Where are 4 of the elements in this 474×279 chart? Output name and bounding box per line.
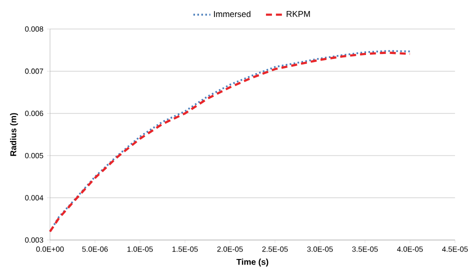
y-axis-title: Radius (m)	[10, 113, 18, 156]
legend-label: Immersed	[214, 10, 250, 18]
x-axis-title: Time (s)	[236, 258, 268, 267]
legend-label: RKPM	[286, 11, 310, 17]
